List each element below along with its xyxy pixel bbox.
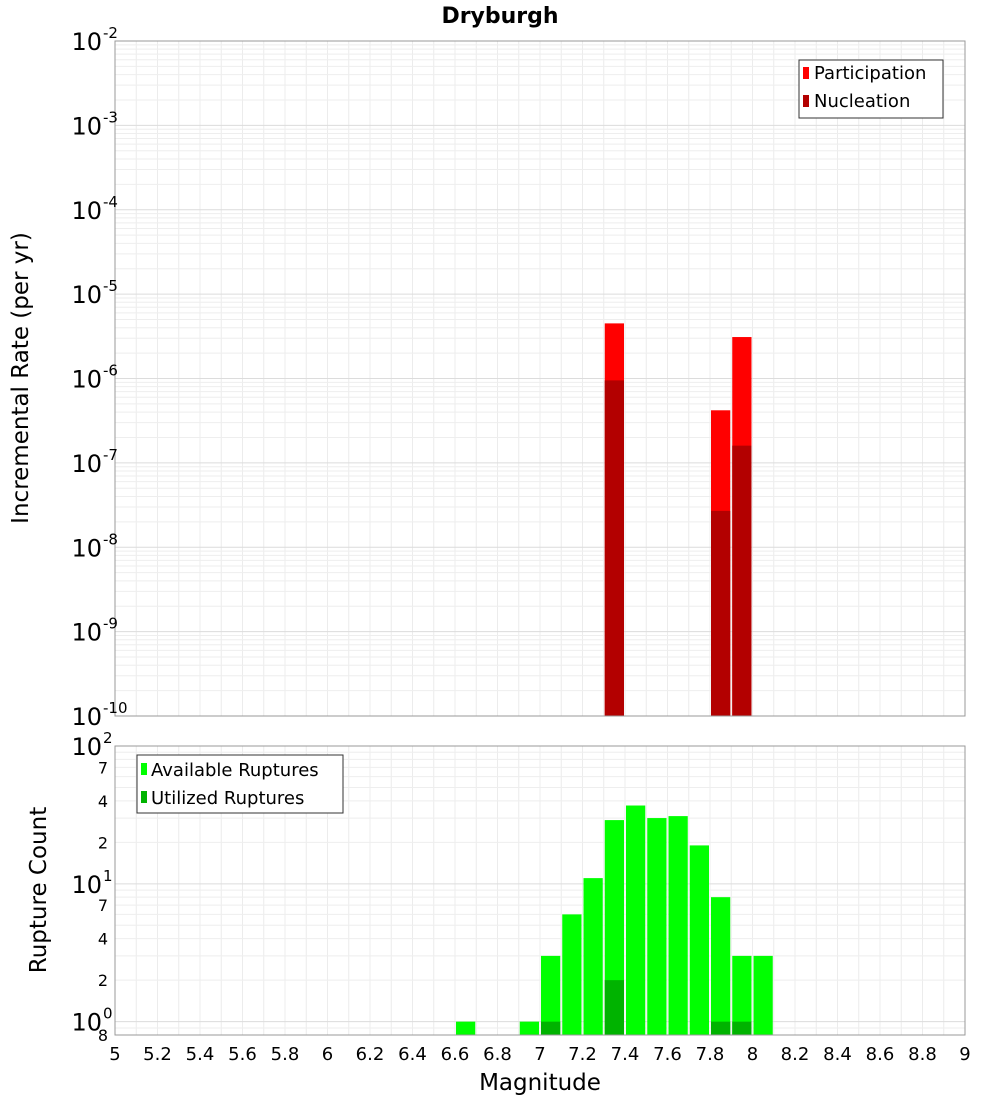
legend-swatch-nucleation	[803, 95, 809, 107]
bottom-bar-available-ruptures-7-25	[583, 878, 603, 1035]
top-plot-gridlines	[114, 40, 966, 717]
top-y-tick-exp-8: -8	[103, 530, 118, 548]
top-y-tick-3: 10	[71, 112, 102, 140]
chart-title: Dryburgh	[441, 4, 558, 29]
x-tick-6-4: 6.4	[398, 1044, 427, 1065]
bottom-bar-available-ruptures-7-45	[626, 805, 646, 1035]
top-legend-box	[798, 59, 944, 119]
top-y-tick-8: 10	[71, 534, 102, 562]
x-tick-8-4: 8.4	[823, 1044, 852, 1065]
x-tick-8: 8	[747, 1044, 758, 1065]
top-y-tick-exp-6: -6	[103, 362, 118, 380]
x-tick-7-8: 7.8	[696, 1044, 725, 1065]
top-bar-nucleation-7-95	[732, 445, 752, 716]
legend-swatch-participation	[803, 67, 809, 79]
bottom-y-tick-4-40: 4	[98, 792, 108, 811]
x-tick-6: 6	[322, 1044, 333, 1065]
bottom-y-tick-100-1: 10	[71, 1009, 102, 1037]
bottom-bar-utilized-ruptures-7-85	[711, 1021, 731, 1035]
top-y-tick-2: 10	[71, 28, 102, 56]
x-tick-7-4: 7.4	[611, 1044, 640, 1065]
legend-label-participation: Participation	[814, 63, 926, 84]
bottom-bar-utilized-ruptures-7-95	[732, 1021, 752, 1035]
x-tick-8-8: 8.8	[908, 1044, 937, 1065]
top-plot-legend: Participation Nucleation	[798, 59, 944, 119]
x-tick-6-6: 6.6	[441, 1044, 470, 1065]
top-plot-bars	[604, 323, 752, 716]
bottom-bar-available-ruptures-6-95	[519, 1021, 539, 1035]
top-y-tick-exp-3: -3	[103, 108, 118, 126]
top-y-tick-9: 10	[71, 619, 102, 647]
x-tick-6-8: 6.8	[483, 1044, 512, 1065]
top-y-tick-exp-7: -7	[103, 446, 118, 464]
top-y-tick-6: 10	[71, 366, 102, 394]
bottom-y-tick-7-70: 7	[98, 758, 108, 777]
top-y-tick-5: 10	[71, 281, 102, 309]
x-tick-6-2: 6.2	[356, 1044, 385, 1065]
bottom-bar-available-ruptures-7-95	[732, 955, 752, 1035]
bottom-bar-available-ruptures-7-65	[668, 816, 688, 1035]
x-tick-8-2: 8.2	[781, 1044, 810, 1065]
top-bar-nucleation-7-85	[711, 510, 731, 716]
x-tick-8-6: 8.6	[866, 1044, 895, 1065]
bottom-plot-bars	[456, 805, 773, 1035]
top-plot-y-axis-label: Incremental Rate (per yr)	[8, 232, 34, 524]
bottom-y-tick-exp-1: 1	[103, 867, 113, 885]
bottom-bar-available-ruptures-7-85	[711, 897, 731, 1035]
x-tick-7-2: 7.2	[568, 1044, 597, 1065]
bottom-bar-utilized-ruptures-7-05	[541, 1021, 561, 1035]
bottom-legend-box	[136, 754, 344, 814]
top-y-tick-exp-10: -10	[103, 699, 128, 717]
top-y-tick-exp-2: -2	[103, 24, 118, 42]
x-tick-9: 9	[959, 1044, 970, 1065]
bottom-bar-available-ruptures-7-55	[647, 818, 667, 1035]
legend-swatch-utilized-ruptures	[141, 791, 147, 803]
top-plot-frame	[114, 40, 966, 717]
x-tick-5-2: 5.2	[143, 1044, 172, 1065]
x-tick-labels: 5 5.2 5.4 5.6 5.8 6 6.2 6.4 6.6 6.8 7 7.2 7.4 7.6 7.8 8…	[109, 1044, 970, 1065]
x-tick-7: 7	[534, 1044, 545, 1065]
x-tick-5-8: 5.8	[271, 1044, 300, 1065]
top-y-tick-exp-9: -9	[103, 615, 118, 633]
legend-swatch-available-ruptures	[141, 763, 147, 775]
bottom-plot-frame	[114, 745, 966, 1036]
bottom-y-tick-7-7: 7	[98, 896, 108, 915]
top-bar-nucleation-7-35	[604, 380, 624, 716]
top-y-tick-exp-5: -5	[103, 277, 118, 295]
bottom-y-tick-101-10: 10	[71, 871, 102, 899]
x-tick-5: 5	[109, 1044, 120, 1065]
bottom-y-tick-102-100: 10	[71, 733, 102, 761]
legend-label-utilized-ruptures: Utilized Ruptures	[151, 788, 304, 809]
bottom-bar-utilized-ruptures-7-35	[604, 980, 624, 1035]
legend-label-available-ruptures: Available Ruptures	[151, 760, 319, 781]
top-y-tick-7: 10	[71, 450, 102, 478]
bottom-bar-available-ruptures-8-05	[753, 955, 773, 1035]
bottom-plot-y-axis-label: Rupture Count	[26, 807, 52, 973]
top-y-tick-10: 10	[71, 703, 102, 731]
bottom-y-tick-exp-0: 0	[103, 1005, 113, 1023]
bottom-bar-available-ruptures-6-65	[456, 1021, 476, 1035]
bottom-y-tick-4-4: 4	[98, 930, 108, 949]
bottom-y-tick-2-20: 2	[98, 833, 108, 852]
bottom-y-tick-exp-2: 2	[103, 729, 113, 747]
x-tick-5-4: 5.4	[186, 1044, 215, 1065]
top-y-tick-exp-4: -4	[103, 193, 118, 211]
x-tick-7-6: 7.6	[653, 1044, 682, 1065]
top-y-tick-4: 10	[71, 197, 102, 225]
x-axis-label: Magnitude	[479, 1070, 601, 1096]
bottom-y-tick-2-2: 2	[98, 971, 108, 990]
bottom-plot-legend: Available Ruptures Utilized Ruptures	[136, 754, 344, 814]
bottom-bar-available-ruptures-7-75	[689, 845, 709, 1035]
bottom-bar-available-ruptures-7-15	[562, 914, 582, 1035]
bottom-bar-available-ruptures-7-05	[541, 955, 561, 1035]
legend-label-nucleation: Nucleation	[814, 91, 910, 112]
bottom-y-tick-8-0-8: 8	[98, 1026, 108, 1045]
x-tick-5-6: 5.6	[228, 1044, 257, 1065]
